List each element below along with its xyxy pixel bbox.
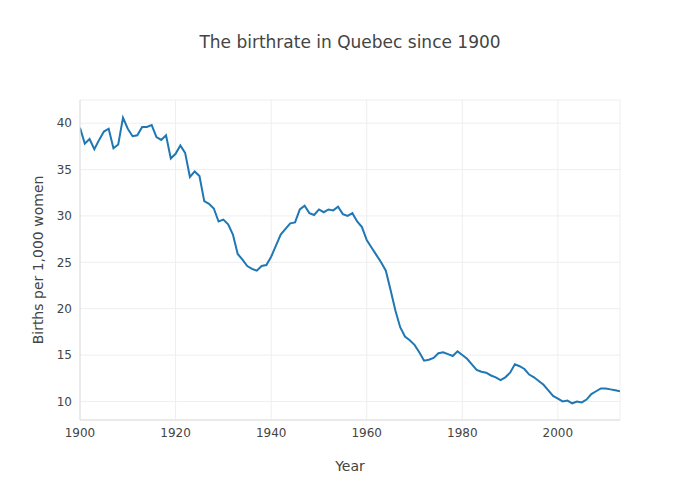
svg-text:1960: 1960 (351, 426, 382, 440)
svg-text:2000: 2000 (543, 426, 574, 440)
html-text:The birthrate in Quebec since: The birthrate in Quebec since 1900 (199, 32, 501, 52)
svg-text:20: 20 (57, 302, 72, 316)
svg-text:35: 35 (57, 163, 72, 177)
svg-text:40: 40 (57, 116, 72, 130)
svg-text:1940: 1940 (256, 426, 287, 440)
svg-text:1980: 1980 (447, 426, 478, 440)
svg-text:10: 10 (57, 395, 72, 409)
svg-text:15: 15 (57, 348, 72, 362)
html-text:Year: Year (335, 458, 365, 474)
html-text:Births per 1,000 women: Births per 1,000 women (30, 175, 46, 345)
svg-text:1920: 1920 (160, 426, 191, 440)
svg-text:25: 25 (57, 256, 72, 270)
svg-text:30: 30 (57, 209, 72, 223)
svg-text:1900: 1900 (65, 426, 96, 440)
